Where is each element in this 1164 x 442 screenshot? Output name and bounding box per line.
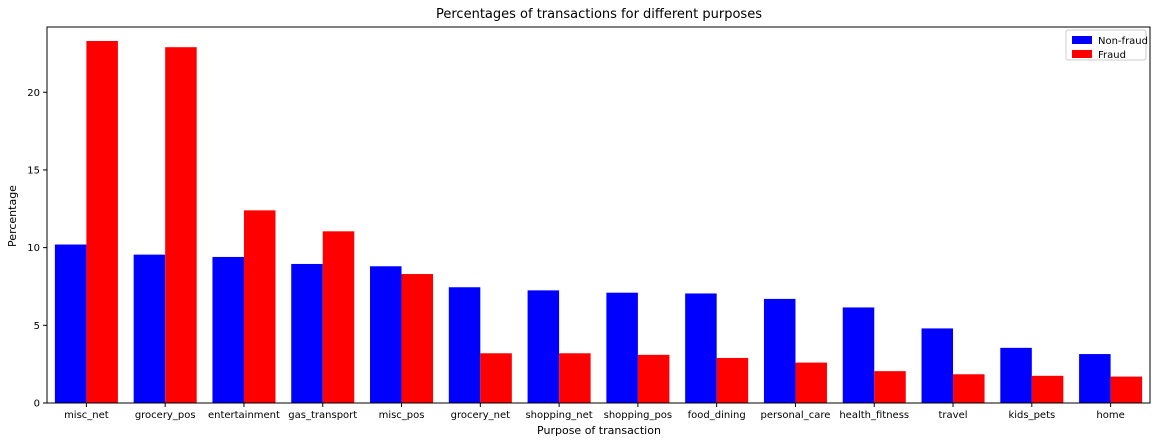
bar-fraud-kids-pets — [1031, 375, 1064, 403]
bar-nonfraud-home — [1079, 354, 1111, 403]
bar-nonfraud-shopping-net — [527, 290, 560, 403]
y-tick-label: 10 — [27, 243, 40, 254]
bar-nonfraud-travel — [921, 328, 954, 403]
x-tick-label-grocery-pos: grocery_pos — [135, 410, 196, 421]
x-tick-label-home: home — [1096, 410, 1124, 421]
y-tick-label: 20 — [27, 88, 40, 99]
bar-nonfraud-gas-transport — [291, 263, 323, 403]
bar-nonfraud-personal-care — [763, 298, 796, 403]
bar-fraud-gas-transport — [322, 231, 355, 403]
bar-fraud-personal-care — [795, 362, 827, 403]
x-tick-label-misc-pos: misc_pos — [379, 410, 425, 421]
bar-fraud-shopping-pos — [637, 354, 670, 403]
bar-fraud-travel — [953, 374, 985, 403]
x-tick-label-entertainment: entertainment — [208, 410, 280, 421]
bar-nonfraud-grocery-net — [448, 287, 481, 403]
y-tick-label: 0 — [34, 399, 40, 410]
bar-nonfraud-entertainment — [212, 256, 244, 403]
x-tick-label-misc-net: misc_net — [64, 410, 109, 421]
x-tick-label-shopping-pos: shopping_pos — [604, 410, 673, 421]
bar-fraud-grocery-net — [480, 353, 512, 403]
chart-title: Percentages of transactions for differen… — [436, 7, 762, 22]
bar-fraud-entertainment — [243, 210, 276, 403]
bar-fraud-shopping-net — [559, 353, 591, 403]
legend-swatch-fraud — [1072, 50, 1092, 58]
x-tick-label-gas-transport: gas_transport — [288, 410, 357, 421]
bar-nonfraud-shopping-pos — [606, 292, 638, 403]
bar-nonfraud-food-dining — [685, 293, 717, 403]
plot-frame — [46, 26, 1151, 404]
bar-fraud-misc-pos — [401, 274, 434, 403]
x-tick-label-grocery-net: grocery_net — [451, 410, 511, 421]
bar-nonfraud-misc-net — [54, 244, 87, 403]
x-axis-label: Purpose of transaction — [537, 424, 661, 437]
x-tick-label-personal-care: personal_care — [761, 410, 831, 421]
bar-nonfraud-grocery-pos — [133, 254, 166, 403]
legend-label-nonfraud: Non-fraud — [1098, 36, 1148, 47]
legend: Non-fraud Fraud — [1065, 29, 1148, 61]
plot-area: 0 5 10 15 20 misc_net grocery_pos entertainment… — [27, 26, 1151, 421]
legend-swatch-nonfraud — [1072, 36, 1092, 44]
bar-fraud-food-dining — [716, 357, 749, 403]
x-tick-label-shopping-net: shopping_net — [525, 410, 592, 421]
bar-fraud-misc-net — [86, 40, 118, 403]
legend-label-fraud: Fraud — [1098, 50, 1126, 61]
y-tick-label: 5 — [34, 321, 40, 332]
bar-nonfraud-kids-pets — [1000, 347, 1032, 403]
bar-nonfraud-health-fitness — [842, 307, 875, 403]
x-tick-label-travel: travel — [939, 410, 968, 421]
bar-fraud-health-fitness — [874, 371, 906, 403]
y-axis-label: Percentage — [6, 185, 19, 247]
bar-nonfraud-misc-pos — [370, 266, 402, 403]
bar-fraud-grocery-pos — [165, 47, 197, 403]
x-tick-label-kids-pets: kids_pets — [1008, 410, 1055, 421]
bar-fraud-home — [1110, 376, 1143, 403]
x-tick-label-food-dining: food_dining — [688, 410, 746, 421]
x-tick-label-health-fitness: health_fitness — [839, 410, 909, 421]
y-tick-label: 15 — [27, 165, 40, 176]
